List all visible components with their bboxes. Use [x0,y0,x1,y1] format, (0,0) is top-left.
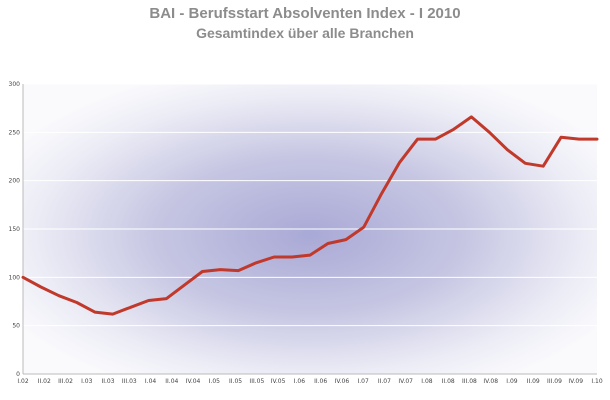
chart-subtitle: Gesamtindex über alle Branchen [196,25,414,41]
x-tick-label: I.10 [591,378,602,385]
series-line [21,115,599,316]
x-tick-label: II.06 [314,378,327,385]
x-tick-label: I.08 [421,378,432,385]
x-tick-label: I.09 [506,378,517,385]
x-tick-label: IV.06 [335,378,350,385]
x-tick-label: II.09 [527,378,540,385]
x-tick-label: I.04 [145,378,156,385]
x-tick-label: I.03 [81,378,92,385]
y-tick-label: 50 [12,323,20,330]
x-tick-label: II.07 [378,378,391,385]
x-tick-label: IV.09 [568,378,583,385]
x-tick-label: I.02 [17,378,28,385]
y-tick-label: 250 [9,129,21,136]
y-tick-label: 200 [9,178,21,185]
y-tick-label: 150 [9,226,21,233]
x-tick-label: II.02 [38,378,51,385]
x-tick-label: III.05 [249,378,264,385]
x-tick-label: I.07 [357,378,368,385]
y-tick-label: 100 [9,274,21,281]
x-tick-label: II.03 [101,378,114,385]
y-tick-label: 0 [16,371,20,378]
x-tick-label: III.08 [462,378,477,385]
x-tick-label: II.05 [229,378,242,385]
x-tick-label: III.03 [122,378,137,385]
x-tick-label: I.05 [209,378,220,385]
chart-title: BAI - Berufsstart Absolventen Index - I … [149,5,461,22]
x-tick-label: II.08 [442,378,455,385]
x-tick-label: IV.07 [398,378,413,385]
x-tick-label: III.09 [547,378,562,385]
x-tick-label: IV.05 [271,378,286,385]
x-tick-label: III.02 [58,378,73,385]
y-tick-label: 300 [9,81,21,88]
x-tick-label: II.04 [165,378,178,385]
x-tick-label: IV.08 [483,378,498,385]
x-tick-label: IV.04 [186,378,201,385]
x-tick-label: I.06 [294,378,305,385]
